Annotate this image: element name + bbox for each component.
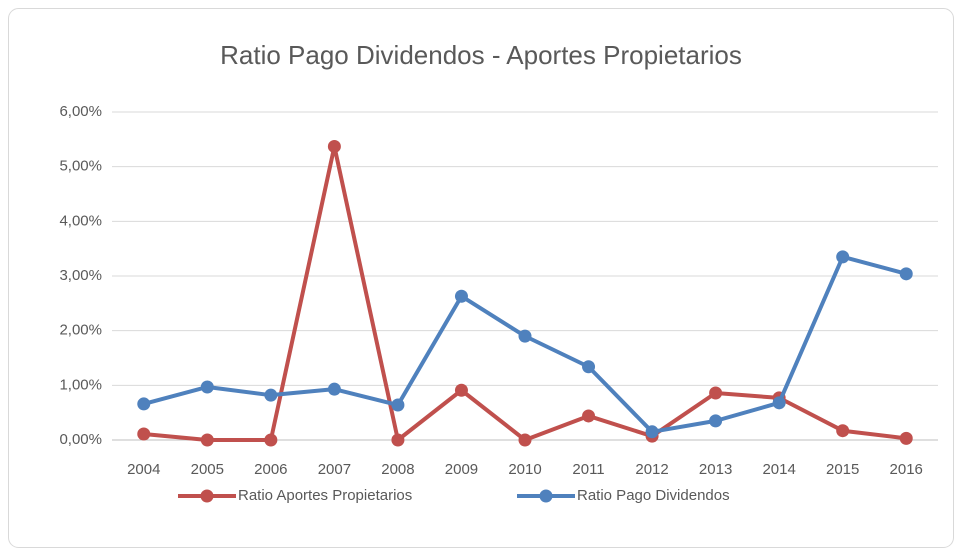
data-point	[709, 414, 723, 428]
data-point	[899, 267, 913, 281]
data-point	[454, 383, 468, 397]
x-tick-label: 2016	[890, 461, 923, 478]
data-point	[137, 427, 151, 441]
data-point	[709, 386, 723, 400]
data-point	[264, 388, 278, 402]
data-point	[454, 289, 468, 303]
x-tick-label: 2011	[572, 461, 604, 478]
legend-swatch-marker	[200, 489, 214, 503]
data-point	[645, 425, 659, 439]
data-point	[391, 398, 405, 412]
y-tick-label: 0,00%	[59, 431, 102, 448]
data-point	[327, 139, 341, 153]
data-point	[391, 433, 405, 447]
data-point	[200, 380, 214, 394]
data-point	[836, 424, 850, 438]
x-tick-label: 2013	[699, 461, 732, 478]
y-tick-label: 3,00%	[59, 267, 102, 284]
x-tick-label: 2009	[445, 461, 478, 478]
data-point	[899, 431, 913, 445]
x-tick-label: 2007	[318, 461, 351, 478]
x-tick-label: 2010	[508, 461, 541, 478]
data-point	[582, 409, 596, 423]
x-tick-label: 2005	[191, 461, 224, 478]
data-point	[582, 360, 596, 374]
x-tick-label: 2008	[381, 461, 414, 478]
legend-swatch-marker	[539, 489, 553, 503]
x-tick-label: 2004	[127, 461, 160, 478]
y-tick-label: 1,00%	[59, 376, 102, 393]
y-tick-label: 6,00%	[59, 103, 102, 120]
x-tick-label: 2015	[826, 461, 859, 478]
y-tick-label: 5,00%	[59, 158, 102, 175]
data-point	[327, 382, 341, 396]
data-point	[264, 433, 278, 447]
data-point	[200, 433, 214, 447]
data-point	[518, 433, 532, 447]
y-tick-label: 4,00%	[59, 212, 102, 229]
x-tick-label: 2006	[254, 461, 287, 478]
x-tick-label: 2014	[762, 461, 795, 478]
data-point	[137, 397, 151, 411]
y-tick-label: 2,00%	[59, 322, 102, 339]
chart-title: Ratio Pago Dividendos - Aportes Propieta…	[220, 40, 742, 70]
legend-label: Ratio Pago Dividendos	[577, 487, 730, 504]
chart-frame	[8, 8, 954, 548]
data-point	[518, 329, 532, 343]
x-tick-label: 2012	[635, 461, 668, 478]
data-point	[836, 250, 850, 264]
legend-label: Ratio Aportes Propietarios	[238, 487, 412, 504]
data-point	[772, 396, 786, 410]
